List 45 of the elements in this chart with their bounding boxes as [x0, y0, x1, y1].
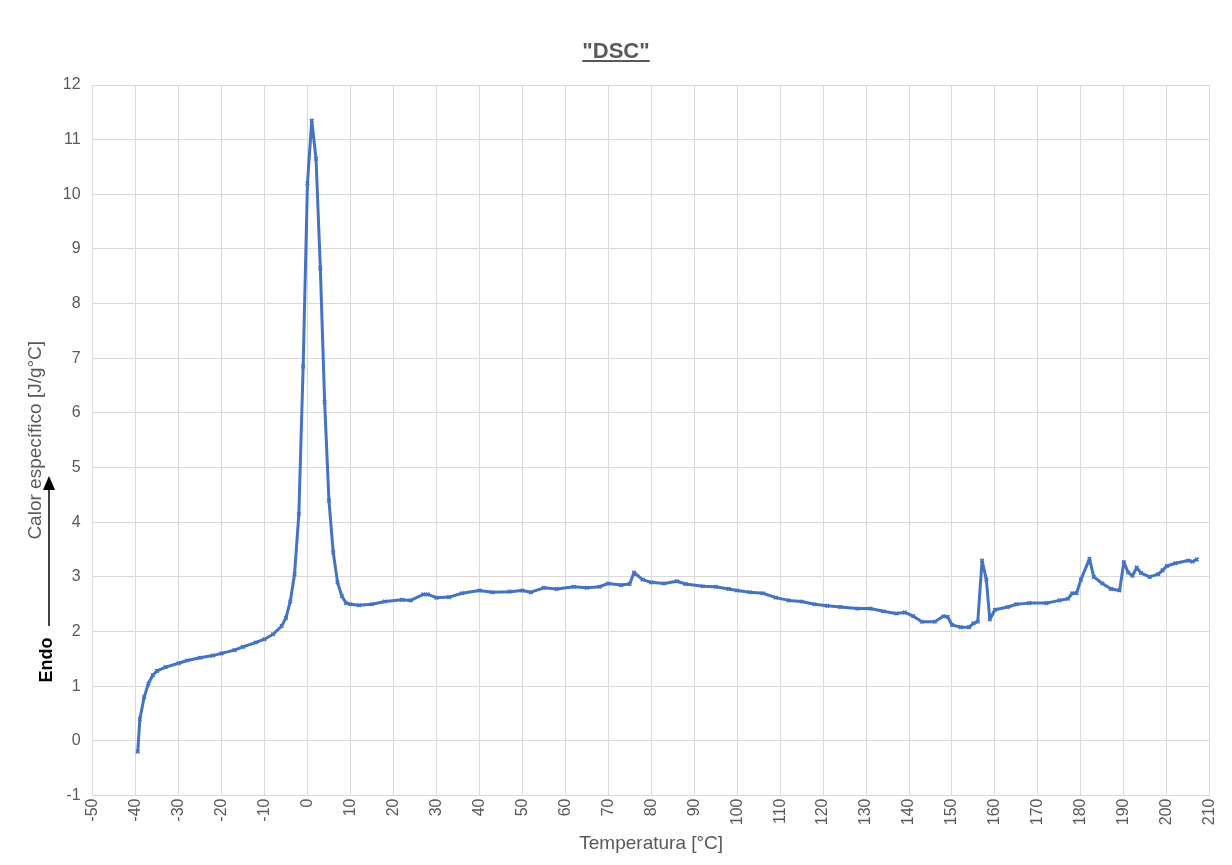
y-tick-label: 11 [63, 130, 81, 148]
y-tick-label: 4 [71, 512, 81, 530]
x-tick-label: 70 [598, 798, 616, 817]
y-tick-label: 12 [62, 75, 81, 93]
x-tick-label: 200 [1157, 798, 1175, 826]
x-tick-label: 60 [555, 798, 573, 817]
y-tick-label: -1 [66, 785, 81, 803]
y-tick-label: 1 [71, 676, 81, 694]
y-tick-label: 8 [71, 294, 81, 312]
x-tick-label: 20 [383, 798, 401, 817]
chart-title: "DSC" [582, 38, 650, 63]
x-tick-label: 30 [426, 798, 444, 817]
x-tick-label: 140 [899, 798, 917, 826]
x-tick-label: 120 [813, 798, 831, 826]
x-tick-label: -20 [211, 798, 229, 822]
x-tick-label: 180 [1071, 798, 1089, 826]
y-tick-label: 2 [71, 621, 81, 639]
y-axis-title: Calor específico [J/g°C] [23, 340, 45, 540]
text: Endo [35, 637, 57, 683]
x-tick-label: 130 [856, 798, 874, 826]
x-tick-label: -10 [254, 798, 272, 822]
y-tick-label: 0 [71, 731, 81, 749]
x-tick-label: 90 [684, 798, 702, 817]
x-tick-label: -30 [168, 798, 186, 822]
x-tick-label: 50 [512, 798, 530, 817]
y-tick-label: 5 [71, 457, 81, 475]
x-tick-label: 150 [942, 798, 960, 826]
x-tick-label: 40 [469, 798, 487, 817]
x-tick-label: 0 [297, 798, 315, 808]
x-tick-label: 190 [1114, 798, 1132, 826]
x-tick-label: 170 [1028, 798, 1046, 826]
x-tick-label: 100 [727, 798, 745, 826]
x-tick-label: 10 [340, 798, 358, 817]
x-tick-label: 110 [770, 798, 788, 825]
y-tick-label: 10 [62, 184, 81, 202]
x-tick-label: 210 [1200, 798, 1218, 826]
x-tick-label: -40 [125, 798, 143, 822]
x-axis-title: Temperatura [°C] [579, 831, 724, 853]
y-tick-label: 9 [71, 239, 81, 257]
x-tick-label: 160 [985, 798, 1003, 826]
y-tick-label: 7 [71, 348, 81, 366]
x-tick-label: 80 [641, 798, 659, 817]
y-tick-label: 6 [71, 403, 81, 421]
x-tick-label: -50 [83, 798, 100, 822]
y-tick-label: 3 [71, 567, 81, 585]
